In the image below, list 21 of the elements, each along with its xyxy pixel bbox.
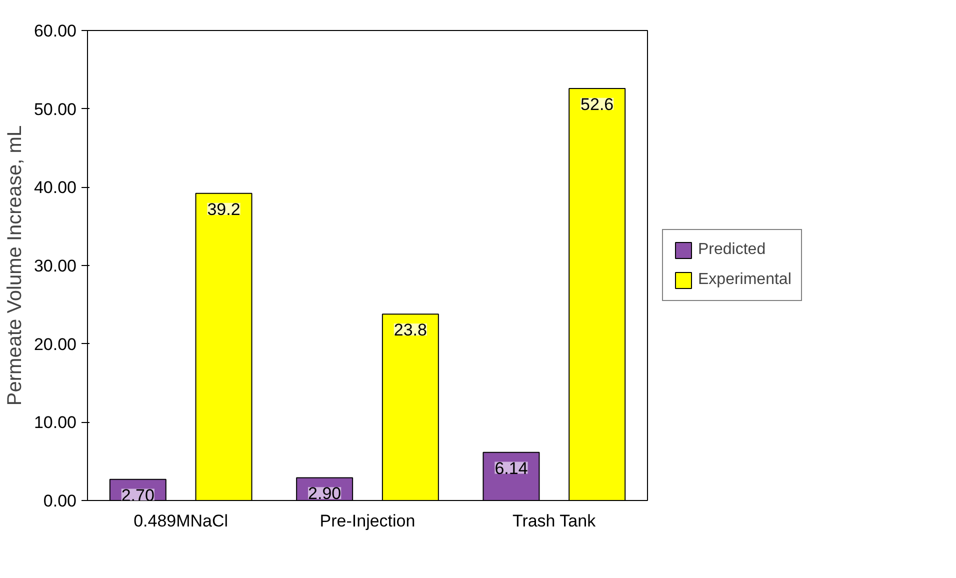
y-tick-label: 20.00 bbox=[34, 334, 77, 354]
x-tick-label: Trash Tank bbox=[512, 512, 596, 530]
y-tick-label: 50.00 bbox=[34, 100, 77, 119]
legend-label: Experimental bbox=[698, 271, 792, 289]
bar bbox=[382, 314, 439, 500]
data-label: 2.90 bbox=[308, 484, 342, 504]
y-tick-label: 0.00 bbox=[43, 492, 77, 510]
y-tick-label: 60.00 bbox=[34, 22, 77, 40]
y-axis-title: Permeate Volume Increase, mL bbox=[4, 125, 26, 406]
y-tick-label: 40.00 bbox=[34, 178, 77, 198]
legend-label: Predicted bbox=[698, 241, 766, 259]
bar bbox=[568, 88, 626, 500]
x-tick-label: 0.489MNaCl bbox=[134, 512, 228, 530]
data-label: 6.14 bbox=[494, 458, 528, 478]
x-tick-label: Pre-Injection bbox=[320, 512, 416, 530]
bar bbox=[195, 192, 252, 500]
y-tick-label: 30.00 bbox=[34, 256, 77, 276]
y-tick-label: 10.00 bbox=[34, 413, 77, 432]
data-label: 52.6 bbox=[580, 94, 614, 114]
data-label: 23.8 bbox=[394, 320, 427, 340]
data-label: 39.2 bbox=[207, 200, 240, 219]
